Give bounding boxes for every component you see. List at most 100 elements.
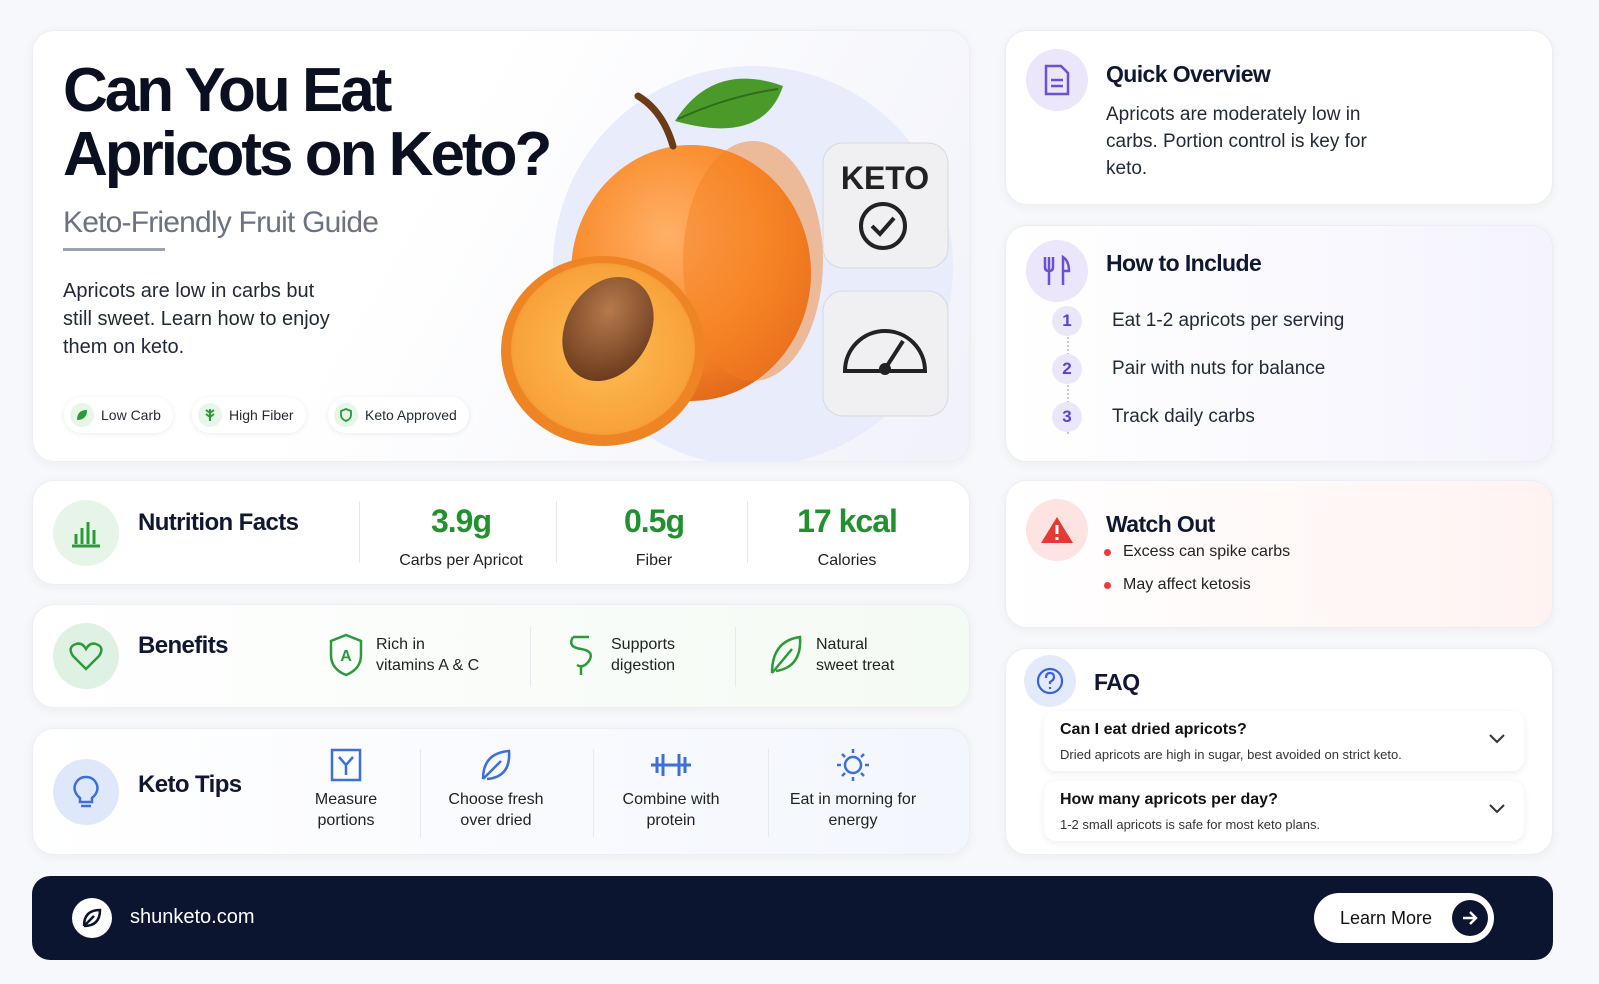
doc-icon [1026,49,1088,111]
step-text: Pair with nuts for balance [1112,358,1326,379]
bullet: May affect ketosis [1104,576,1251,594]
path [73,775,99,808]
step-number: 2 [1052,354,1082,384]
section-title: Keto Tips [138,771,242,798]
path [651,754,691,776]
svg [72,522,100,548]
faq-answer: Dried apricots are high in sugar, best a… [1060,747,1402,762]
faq-card: FAQ Can I eat dried apricots? Dried apric… [1005,648,1553,855]
svg [69,642,103,671]
step: 3 Track daily carbs [1052,402,1255,432]
path [329,633,363,677]
svg [340,408,352,422]
tip: Eat in morning for energy [783,747,923,831]
vsep [593,749,594,837]
badge: Low Carb [64,397,173,433]
overview-card: Quick Overview Apricots are moderately l… [1005,30,1553,205]
path [675,78,783,129]
path [77,410,87,420]
span [1452,900,1489,936]
svg [770,635,802,674]
circle [843,755,863,775]
stat-value: 3.9g [430,503,492,539]
section-title: Nutrition Facts [138,509,299,536]
path [481,749,511,781]
path [1044,64,1070,96]
svg [77,410,87,420]
apricot-illustration: KETO [501,66,953,461]
faq-item[interactable]: Can I eat dried apricots? Dried apricots … [1044,711,1524,771]
svg [73,775,99,808]
ellipse [562,276,654,382]
underline [63,248,165,251]
path [338,756,354,775]
stat: 0.5g Fiber [559,481,749,584]
learn-more-button[interactable]: Learn More [1314,893,1494,943]
description: Apricots are low in carbs but still swee… [63,280,330,358]
path [837,749,869,781]
bulb-icon [53,759,119,825]
tip-label: Eat in morning for energy [789,791,917,829]
path [570,635,592,675]
i [1104,581,1111,589]
vsep [359,501,360,563]
benefit: Natural sweet treat [768,633,906,677]
tip-label: Choose fresh over dried [448,791,544,829]
path [842,329,928,373]
svg [330,748,362,782]
svg [481,749,511,781]
stat-label: Fiber [635,552,673,569]
badge: Keto Approved [328,397,469,433]
path [1489,804,1505,814]
tile-label: KETO [841,160,929,196]
vsep [735,627,736,687]
faq-question: How many apricots per day? [1060,791,1278,808]
svg [1043,255,1071,285]
bullet: Excess can spike carbs [1104,543,1290,561]
stat-label: Carbs per Apricot [399,552,523,569]
step: 2 Pair with nuts for balance [1052,354,1325,384]
path [1043,255,1071,285]
path [870,216,896,237]
benefit-label: Natural sweet treat [816,636,895,674]
path [340,408,352,422]
section-title: Quick Overview [1106,61,1271,87]
path [634,92,677,150]
bdot [70,403,94,427]
path [69,642,103,671]
svg [1463,911,1478,925]
step-text: Eat 1-2 apricots per serving [1112,310,1345,331]
svg [570,635,592,675]
svg [1044,64,1070,96]
logo [72,898,112,938]
svg [1036,667,1064,695]
i [1104,548,1111,556]
stat-value: 0.5g [623,503,685,539]
svg [1489,734,1505,744]
path [82,908,102,928]
svg [1041,517,1073,543]
svg [205,409,215,421]
rect [822,290,949,417]
utensils-icon [1026,240,1088,302]
circle [859,202,907,250]
ellipse [683,141,823,381]
tip-label: Combine with protein [622,791,720,829]
vsep [556,501,557,563]
watch-out-card: Watch Out Excess can spike carbs May aff… [1005,480,1553,628]
subtitle: Keto-Friendly Fruit Guide [63,206,379,239]
stat-value: 17 kcal [797,503,898,539]
path [677,88,779,120]
badge: High Fiber [192,397,306,433]
faq-item[interactable]: How many apricots per day? 1-2 small apri… [1044,781,1524,841]
tips-card: Keto Tips Measure portions Choose fresh … [32,728,970,855]
footer: shunketo.com Learn More [32,876,1553,960]
step: 1 Eat 1-2 apricots per serving [1052,306,1344,336]
badge-label: Low Carb [101,407,161,423]
svg [837,749,869,781]
button-label: Learn More [1340,907,1433,928]
bdot [334,403,358,427]
vsep [747,501,748,563]
svg [82,908,102,928]
